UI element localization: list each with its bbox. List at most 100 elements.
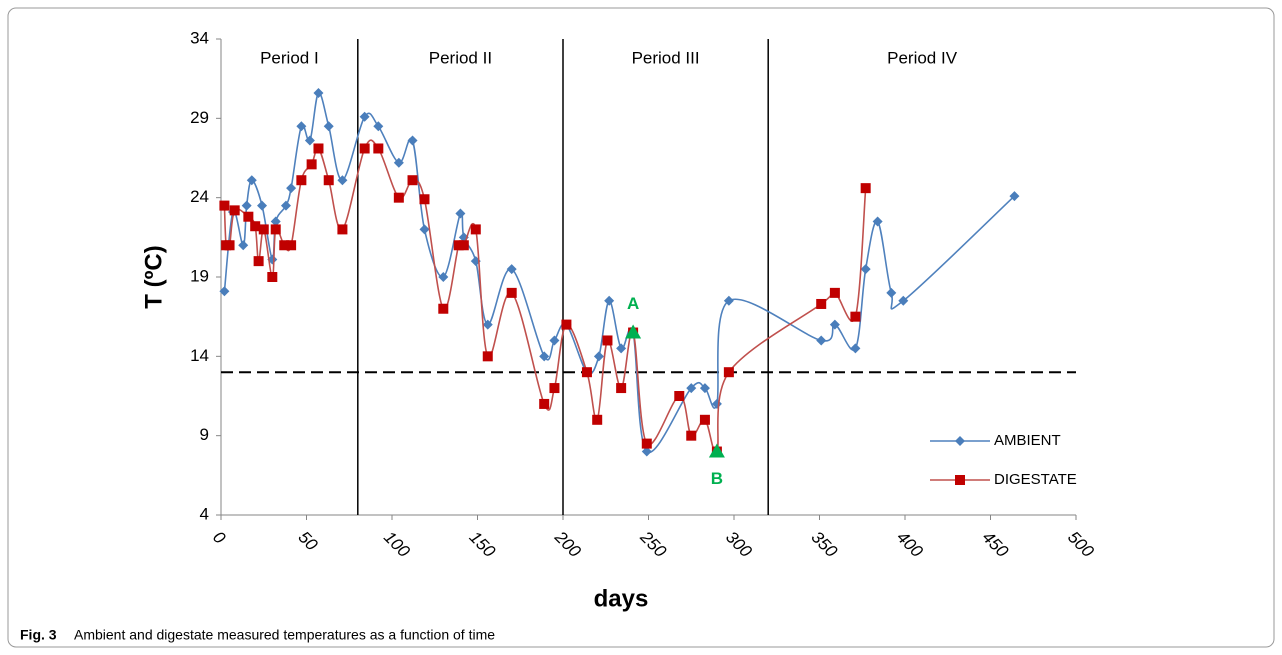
x-tick-label: 100 [380,528,414,562]
data-point [337,175,348,186]
data-point [470,224,481,235]
data-point [482,351,493,362]
data-point [604,295,615,306]
data-point [419,224,430,235]
x-tick-label: 500 [1064,528,1098,562]
data-point [438,272,449,282]
y-tick-label: 14 [190,346,209,365]
data-point [506,287,517,298]
x-tick-label: 250 [636,527,671,562]
annotation-label: B [711,469,723,488]
data-point [561,319,572,330]
data-point [592,414,603,425]
data-point [616,383,627,394]
data-point [306,159,317,170]
data-point [323,175,334,186]
data-point [674,391,685,401]
data-point [723,295,734,306]
data-point [419,194,430,205]
legend-label: DIGESTATE [994,471,1077,488]
annotation-marker [708,443,725,458]
data-point [829,319,840,330]
data-point [616,343,627,354]
data-point [506,264,517,275]
data-point [219,200,230,211]
data-point [296,121,307,132]
data-point [337,224,348,235]
data-point [393,157,404,168]
annotation-label: A [627,294,639,313]
data-point [258,224,269,235]
data-point [250,221,261,232]
y-tick-label: 24 [190,187,209,206]
data-point [686,430,697,441]
data-point [241,200,252,211]
data-point [455,208,466,219]
caption: Ambient and digestate measured temperatu… [74,627,495,643]
data-point [270,216,281,227]
data-point [686,383,697,394]
period-label: Period IV [887,48,958,67]
data-point [393,192,404,203]
data-point [304,135,315,146]
x-tick-label: 50 [295,528,322,555]
data-point [850,311,861,322]
data-point [593,351,604,362]
y-tick-label: 34 [190,28,209,47]
data-point [323,121,334,132]
data-point [641,446,652,457]
data-point [286,240,297,251]
data-point [581,367,592,378]
data-point [359,143,370,154]
data-point [238,240,249,251]
data-point [219,286,230,297]
x-tick-label: 150 [466,528,500,562]
data-point [280,200,291,211]
x-axis-title: days [594,585,649,612]
data-point [279,240,290,251]
data-point [723,367,734,378]
legend-label: AMBIENT [994,432,1061,449]
annotation-marker [625,324,642,339]
data-point [549,335,560,346]
data-point [373,143,384,154]
data-point [359,111,370,122]
x-tick-label: 300 [722,528,756,562]
data-point [453,240,464,251]
data-point [267,272,278,282]
series-line [223,92,1015,454]
data-point [407,175,418,186]
y-tick-label: 29 [190,108,209,127]
x-tick-label: 450 [979,528,1013,562]
data-point [296,175,307,186]
x-tick-label: 350 [808,528,842,562]
data-point [602,335,613,346]
caption-label: Fig. 3 [20,627,57,643]
data-point [229,205,240,216]
legend-marker [955,436,965,446]
data-point [224,240,235,251]
legend-marker [955,475,965,485]
x-tick-label: 400 [893,528,927,562]
x-tick-label: 200 [550,527,585,562]
data-point [549,383,560,394]
period-label: Period II [429,48,492,67]
data-point [373,121,384,132]
period-label: Period I [260,48,319,67]
y-tick-label: 4 [200,504,209,523]
data-point [816,298,827,309]
data-point [816,335,827,346]
data-point [407,135,418,146]
data-point [243,211,254,222]
period-label: Period III [632,48,700,67]
data-point [313,143,324,154]
data-point [860,183,871,194]
y-axis-title: T (ºC) [140,245,167,308]
data-point [1009,191,1020,202]
data-point [482,319,493,330]
data-point [257,200,268,211]
data-point [886,287,897,298]
data-point [699,383,710,394]
data-point [246,175,257,186]
y-tick-label: 19 [190,266,209,285]
